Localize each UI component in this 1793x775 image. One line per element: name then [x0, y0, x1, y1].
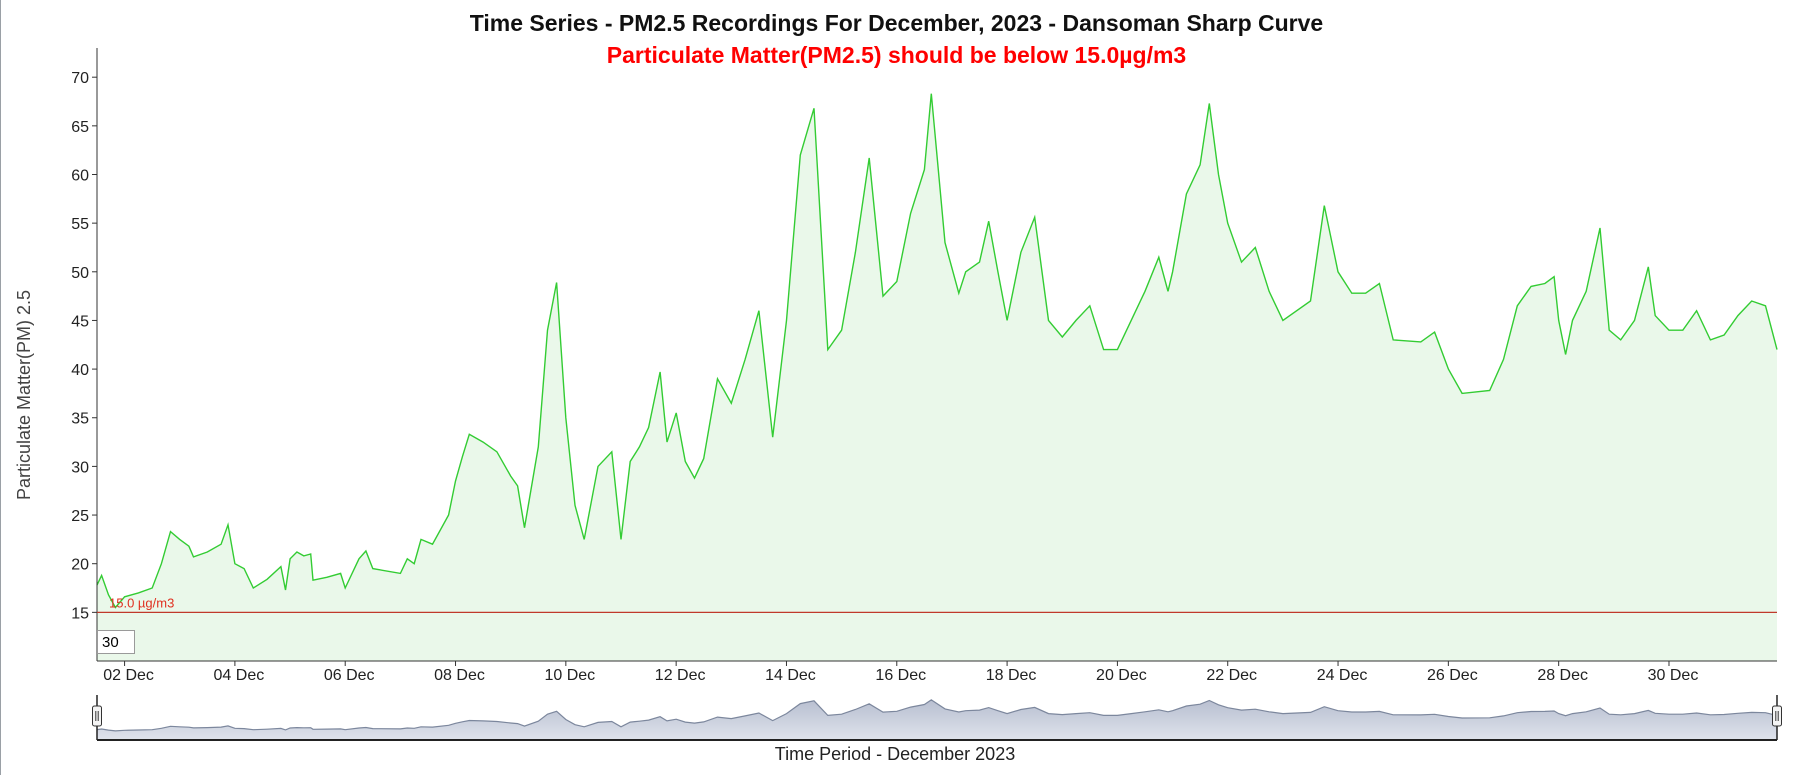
threshold-label: 15.0 µg/m3	[109, 595, 174, 610]
x-tick-label: 14 Dec	[765, 667, 816, 684]
y-tick-label: 45	[71, 313, 89, 330]
x-tick-label: 10 Dec	[544, 667, 595, 684]
y-tick-label: 15	[71, 605, 89, 622]
page-left-border	[0, 0, 1, 775]
y-axis-label: Particulate Matter(PM) 2.5	[14, 290, 34, 500]
x-axis-label: Time Period - December 2023	[775, 744, 1015, 764]
x-tick-label: 12 Dec	[655, 667, 706, 684]
rolling-period-input[interactable]	[97, 630, 135, 654]
x-tick-label: 24 Dec	[1317, 667, 1368, 684]
y-tick-label: 55	[71, 216, 89, 233]
main-plot: 15 20 25 30 35 40 45 50 55 60 65 70 02 Dec 04 Dec 06 D…	[71, 48, 1778, 684]
handle-body	[92, 705, 102, 727]
range-navigator[interactable]	[92, 695, 1782, 741]
series-area-fill	[97, 93, 1777, 661]
chart-title: Time Series - PM2.5 Recordings For Decem…	[469, 10, 1324, 36]
x-tick-label: 26 Dec	[1427, 667, 1478, 684]
x-tick-label: 28 Dec	[1537, 667, 1588, 684]
navigator-line	[96, 699, 1778, 732]
y-tick-label: 65	[71, 119, 89, 136]
y-tick-label: 25	[71, 508, 89, 525]
navigator-left-handle[interactable]	[92, 705, 102, 727]
chart-subtitle: Particulate Matter(PM2.5) should be belo…	[606, 42, 1187, 68]
x-tick-label: 06 Dec	[324, 667, 375, 684]
x-tick-label: 18 Dec	[986, 667, 1037, 684]
x-tick-label: 08 Dec	[434, 667, 485, 684]
x-tick-label: 04 Dec	[214, 667, 265, 684]
x-tick-label: 20 Dec	[1096, 667, 1147, 684]
x-tick-label: 16 Dec	[875, 667, 926, 684]
y-tick-label: 60	[71, 167, 89, 184]
handle-body	[1772, 705, 1782, 727]
y-tick-label: 30	[71, 459, 89, 476]
y-tick-label: 35	[71, 411, 89, 428]
navigator-area-fill	[97, 699, 1777, 740]
y-tick-label: 40	[71, 362, 89, 379]
navigator-right-handle[interactable]	[1772, 705, 1782, 727]
x-tick-label: 22 Dec	[1206, 667, 1257, 684]
x-tick-label: 02 Dec	[103, 667, 154, 684]
x-tick-label: 30 Dec	[1648, 667, 1699, 684]
y-tick-label: 50	[71, 265, 89, 282]
y-tick-label: 20	[71, 557, 89, 574]
series-line	[96, 93, 1778, 609]
y-tick-label: 70	[71, 70, 89, 87]
